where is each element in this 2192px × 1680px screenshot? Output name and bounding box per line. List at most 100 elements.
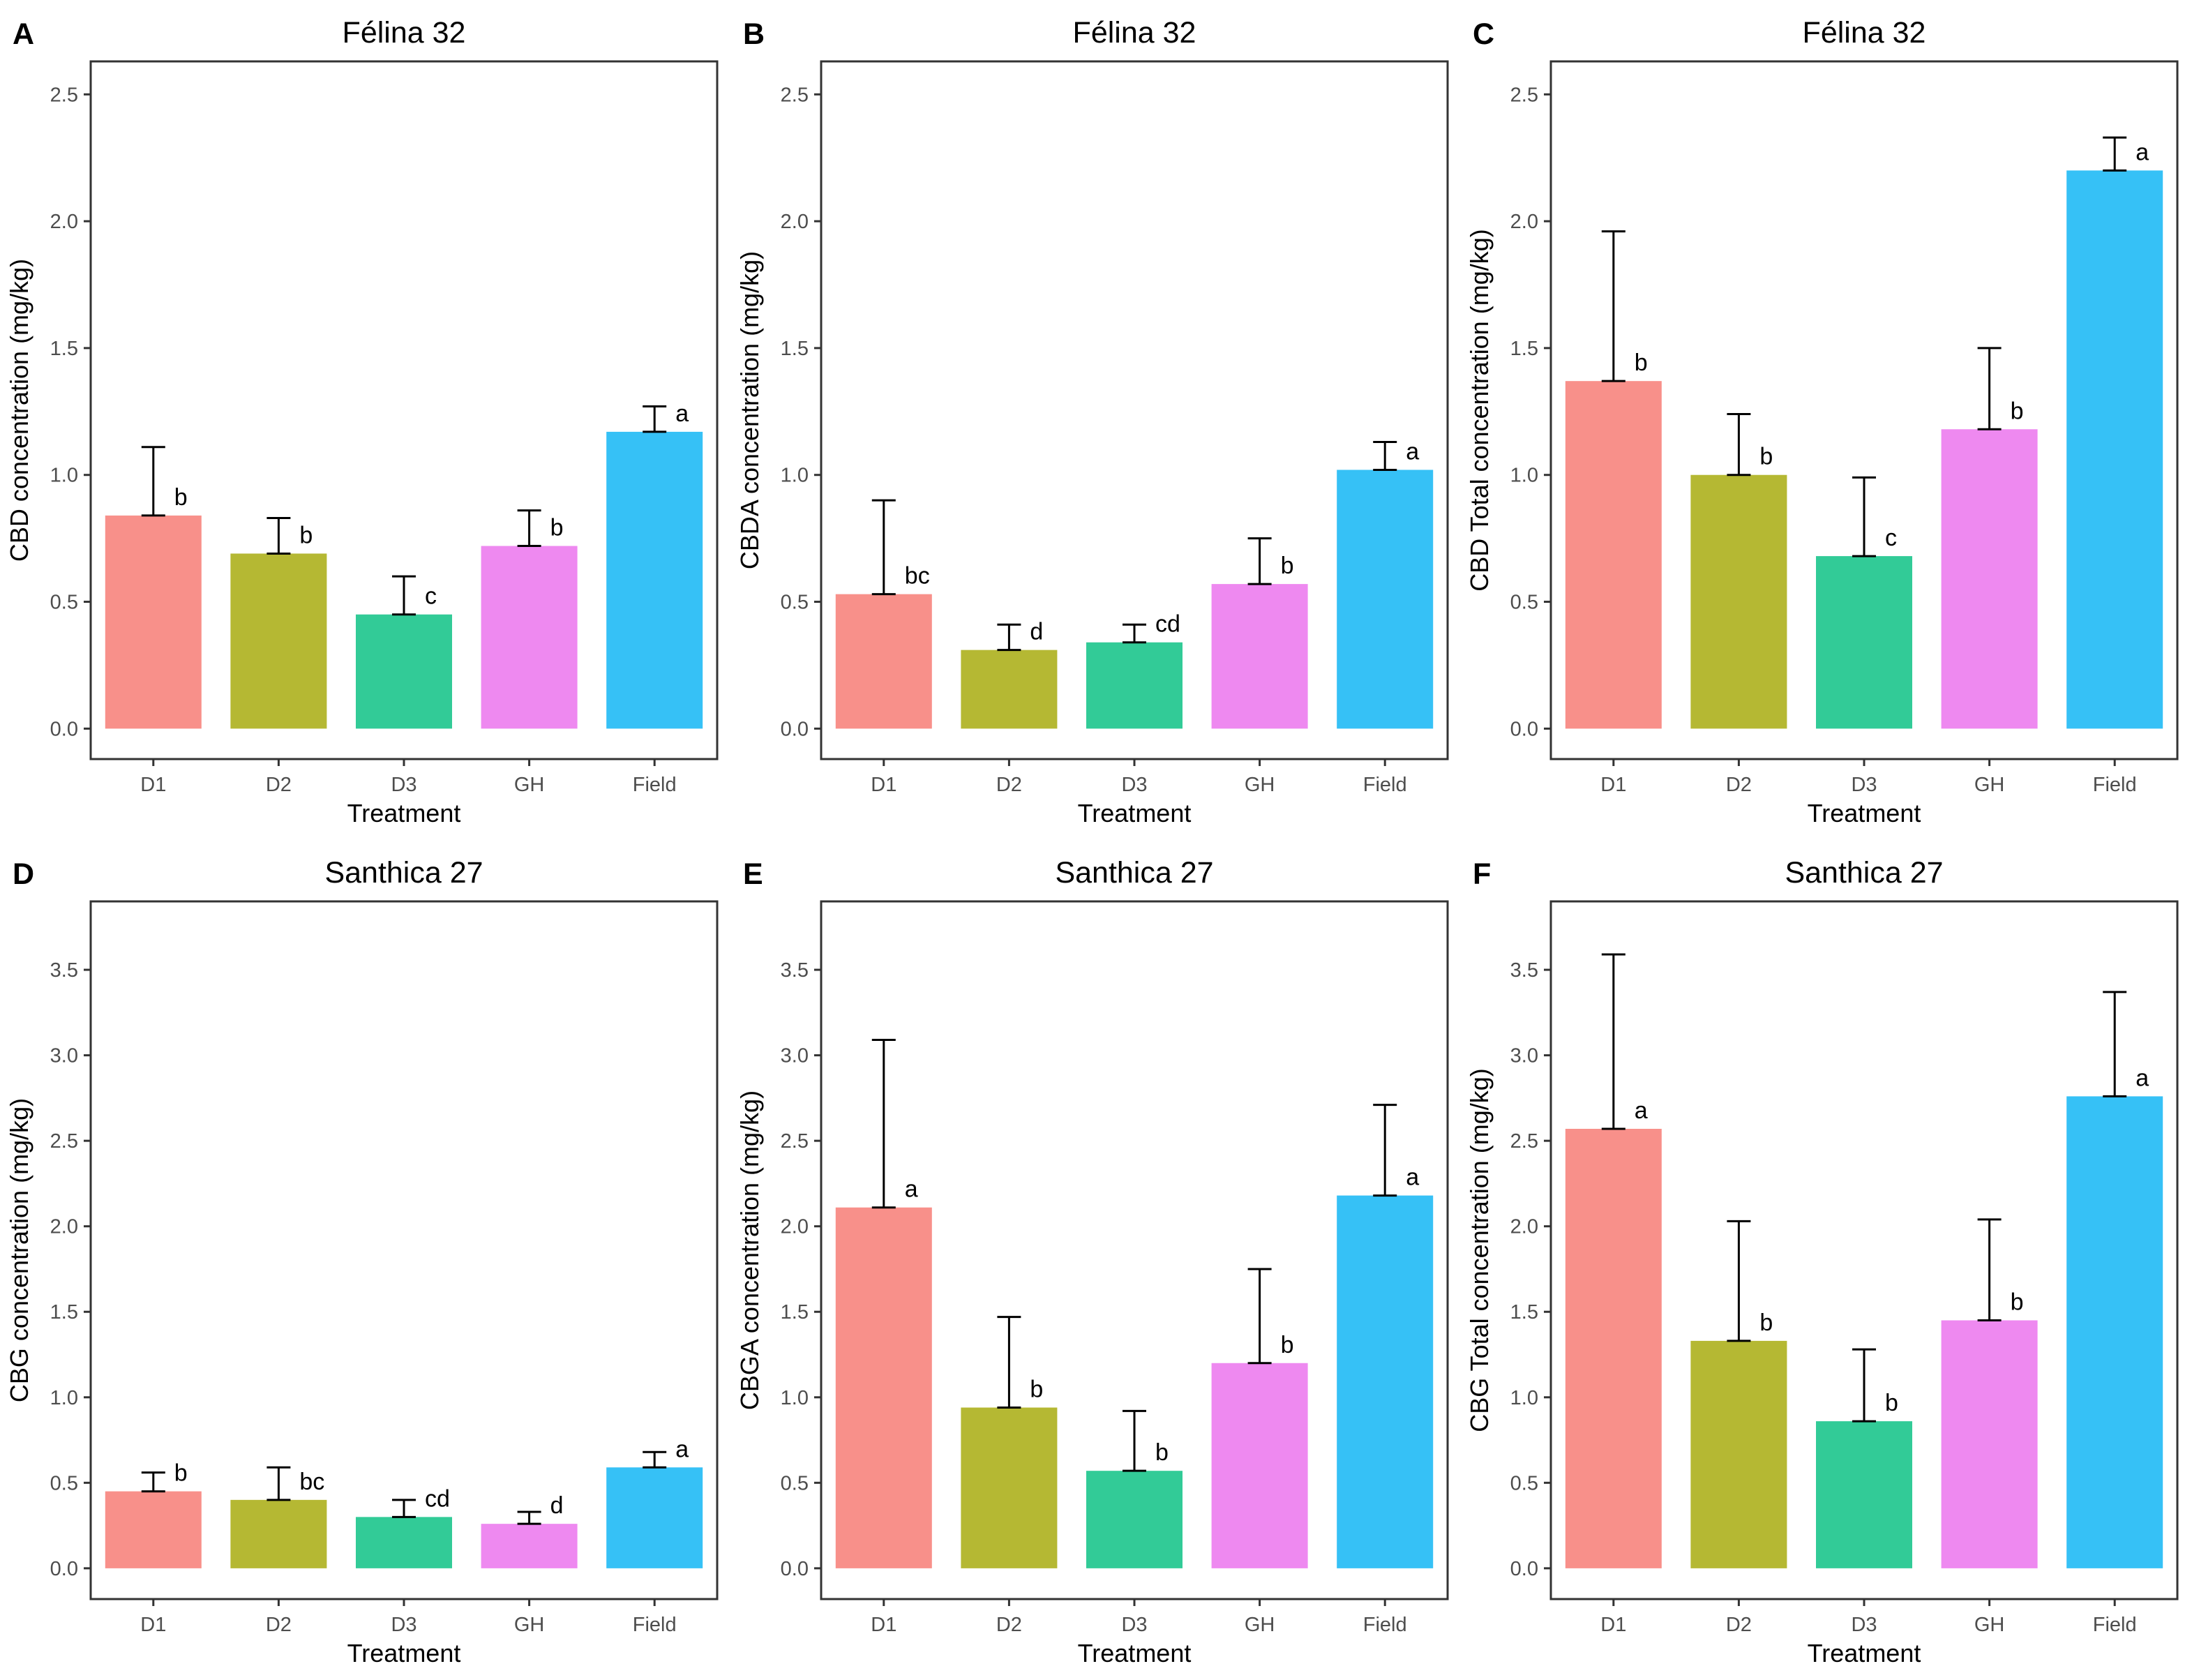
bar-field bbox=[2066, 170, 2163, 729]
bar-gh bbox=[481, 1524, 578, 1568]
x-tick-label: D1 bbox=[140, 1614, 166, 1636]
chart-title: Santhica 27 bbox=[324, 856, 483, 890]
significance-letter: a bbox=[675, 1436, 689, 1462]
significance-letter: b bbox=[174, 484, 188, 511]
significance-letter: b bbox=[1635, 350, 1648, 376]
bar-d2 bbox=[961, 650, 1058, 729]
panel-letter: F bbox=[1473, 857, 1491, 891]
x-tick-label: GH bbox=[1245, 774, 1275, 796]
y-tick-label: 2.0 bbox=[1510, 211, 1538, 233]
x-tick-label: Field bbox=[633, 774, 677, 796]
significance-letter: b bbox=[174, 1460, 188, 1487]
x-axis-label: Treatment bbox=[347, 1639, 461, 1667]
y-tick-label: 0.0 bbox=[1510, 718, 1538, 740]
bar-d3 bbox=[1086, 642, 1183, 729]
significance-letter: d bbox=[1030, 619, 1043, 645]
bar-field bbox=[2066, 1096, 2163, 1568]
x-tick-label: Field bbox=[2093, 774, 2137, 796]
significance-letter: b bbox=[1030, 1376, 1043, 1402]
y-tick-label: 2.0 bbox=[781, 211, 809, 233]
y-tick-label: 2.0 bbox=[781, 1216, 809, 1238]
bar-d2 bbox=[961, 1407, 1058, 1568]
chart-title: Félina 32 bbox=[1073, 16, 1196, 50]
y-tick-label: 3.5 bbox=[50, 959, 78, 982]
significance-letter: a bbox=[2135, 139, 2149, 165]
x-tick-label: D1 bbox=[871, 1614, 896, 1636]
y-tick-label: 3.5 bbox=[781, 959, 809, 982]
chart-title: Félina 32 bbox=[343, 16, 466, 50]
x-tick-label: D2 bbox=[1726, 1614, 1752, 1636]
x-axis-label: Treatment bbox=[1078, 1639, 1192, 1667]
bar-gh bbox=[1941, 429, 2038, 729]
significance-letter: b bbox=[1281, 553, 1294, 579]
x-axis-label: Treatment bbox=[1078, 799, 1192, 827]
significance-letter: d bbox=[550, 1492, 564, 1519]
y-tick-label: 2.5 bbox=[1510, 1130, 1538, 1153]
chart-panel-b: B Félina 32 bc d cd b a 0.0 0.5 1.0 1.5 2.0 2.5 D1 D2 D… bbox=[735, 16, 1449, 827]
y-tick-label: 0.0 bbox=[781, 1558, 809, 1580]
bar-d1 bbox=[1565, 1128, 1662, 1568]
y-tick-label: 0.5 bbox=[781, 1472, 809, 1494]
x-tick-label: GH bbox=[514, 1614, 545, 1636]
x-tick-label: Field bbox=[1363, 774, 1407, 796]
bar-d3 bbox=[1816, 1421, 1912, 1568]
y-tick-label: 2.5 bbox=[50, 84, 78, 106]
y-tick-label: 0.5 bbox=[50, 1472, 78, 1494]
x-tick-label: D2 bbox=[266, 1614, 292, 1636]
significance-letter: b bbox=[1759, 1310, 1773, 1336]
bar-d1 bbox=[105, 1491, 202, 1568]
chart-panel-e: E Santhica 27 a b b b a 0.0 0.5 1.0 1.5 2.0 2.5 3.0 3.… bbox=[735, 856, 1449, 1667]
panel-letter: A bbox=[13, 17, 34, 51]
bar-d2 bbox=[230, 553, 327, 729]
bar-d3 bbox=[1086, 1471, 1183, 1568]
bar-field bbox=[606, 1467, 703, 1568]
y-tick-label: 0.5 bbox=[1510, 1472, 1538, 1494]
y-tick-label: 1.0 bbox=[1510, 1387, 1538, 1409]
y-tick-label: 1.0 bbox=[50, 1387, 78, 1409]
y-tick-label: 2.0 bbox=[1510, 1216, 1538, 1238]
y-tick-label: 3.0 bbox=[50, 1045, 78, 1067]
bar-d3 bbox=[356, 1517, 452, 1568]
significance-letter: a bbox=[1406, 1164, 1419, 1191]
chart-panel-f: F Santhica 27 a b b b a 0.0 0.5 1.0 1.5 2.0 2.5 3.0 3.… bbox=[1465, 856, 2179, 1667]
significance-letter: c bbox=[425, 583, 437, 610]
x-tick-label: D2 bbox=[996, 774, 1022, 796]
y-tick-label: 1.5 bbox=[50, 1301, 78, 1323]
x-tick-label: Field bbox=[633, 1614, 677, 1636]
y-tick-label: 0.0 bbox=[781, 718, 809, 740]
y-tick-label: 1.0 bbox=[781, 465, 809, 487]
panel-letter: B bbox=[743, 17, 765, 51]
y-tick-label: 3.5 bbox=[1510, 959, 1538, 982]
x-tick-label: Field bbox=[1363, 1614, 1407, 1636]
significance-letter: a bbox=[905, 1176, 918, 1203]
bar-d3 bbox=[356, 614, 452, 729]
chart-title: Félina 32 bbox=[1803, 16, 1926, 50]
y-tick-label: 1.5 bbox=[1510, 1301, 1538, 1323]
significance-letter: c bbox=[1885, 525, 1897, 551]
y-tick-label: 1.5 bbox=[781, 338, 809, 360]
x-tick-label: D2 bbox=[266, 774, 292, 796]
x-axis-label: Treatment bbox=[347, 799, 461, 827]
x-tick-label: D1 bbox=[1600, 774, 1626, 796]
chart-panel-a: A Félina 32 b b c b a 0.0 0.5 1.0 1.5 2.0 2.5 D1 D2 D3 G… bbox=[5, 16, 719, 827]
x-tick-label: D2 bbox=[1726, 774, 1752, 796]
y-axis-label: CBGA concentration (mg/kg) bbox=[735, 1090, 764, 1410]
significance-letter: b bbox=[1155, 1439, 1169, 1466]
y-tick-label: 0.0 bbox=[1510, 1558, 1538, 1580]
y-tick-label: 0.5 bbox=[1510, 592, 1538, 614]
bar-d1 bbox=[1565, 381, 1662, 729]
y-axis-label: CBG concentration (mg/kg) bbox=[5, 1098, 33, 1402]
x-tick-label: GH bbox=[514, 774, 545, 796]
x-tick-label: GH bbox=[1974, 1614, 2005, 1636]
x-tick-label: D1 bbox=[140, 774, 166, 796]
x-tick-label: D1 bbox=[871, 774, 896, 796]
y-tick-label: 3.0 bbox=[1510, 1045, 1538, 1067]
y-tick-label: 1.0 bbox=[781, 1387, 809, 1409]
bar-d2 bbox=[1690, 1340, 1787, 1568]
panel-letter: E bbox=[743, 857, 763, 891]
y-tick-label: 1.0 bbox=[1510, 465, 1538, 487]
x-axis-label: Treatment bbox=[1808, 799, 1921, 827]
significance-letter: a bbox=[675, 400, 689, 427]
x-tick-label: D3 bbox=[391, 774, 416, 796]
x-tick-label: D3 bbox=[391, 1614, 416, 1636]
